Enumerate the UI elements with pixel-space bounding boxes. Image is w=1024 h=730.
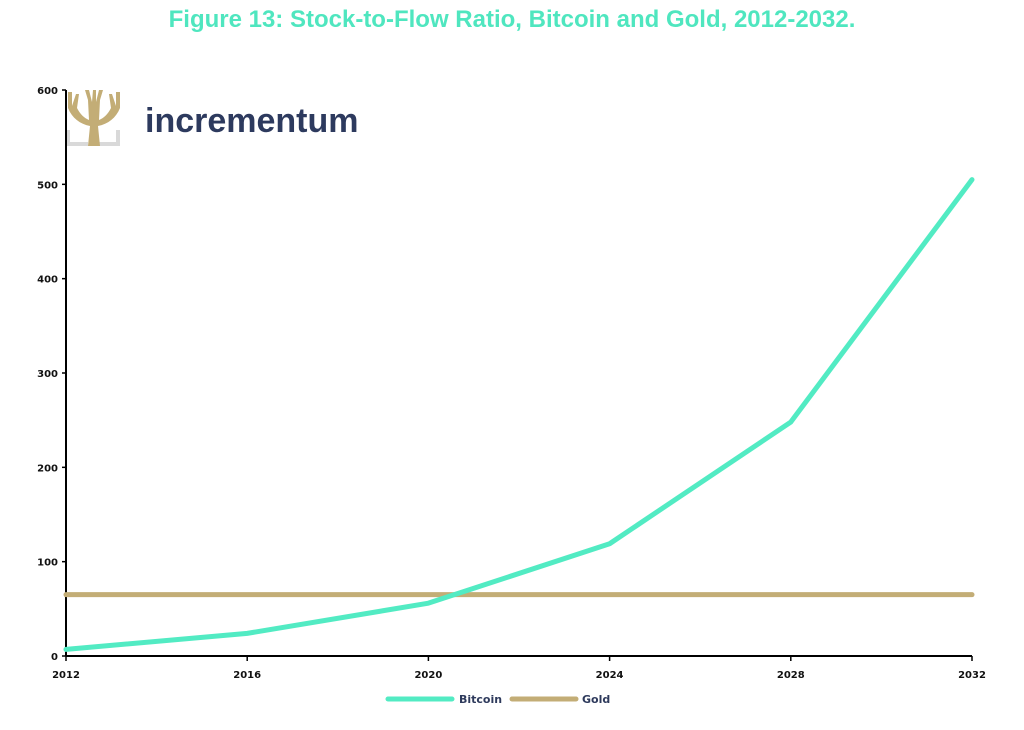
y-tick-label: 300 [37, 369, 58, 380]
x-tick-label: 2016 [233, 670, 261, 681]
x-tick-label: 2020 [414, 670, 442, 681]
x-tick-label: 2028 [777, 670, 805, 681]
series-layer [63, 177, 975, 652]
tree-logo-icon [66, 90, 120, 146]
x-tick-label: 2024 [596, 670, 624, 681]
series-line-bitcoin [63, 177, 975, 652]
legend-label-bitcoin: Bitcoin [459, 693, 502, 706]
y-tick-label: 200 [37, 463, 58, 474]
y-tick-label: 100 [37, 558, 58, 569]
x-tick-label: 2032 [958, 670, 986, 681]
x-tick-label: 2012 [52, 670, 80, 681]
y-tick-label: 600 [37, 86, 58, 97]
y-tick-label: 400 [37, 275, 58, 286]
brand-name: incrementum [145, 102, 359, 140]
y-tick-label: 0 [51, 652, 58, 663]
legend-label-gold: Gold [582, 693, 610, 706]
axes: 0 100 200 300 400 500 600 2012 2016 2020 2024 2028 2… [37, 86, 986, 681]
y-tick-label: 500 [37, 180, 58, 191]
chart-title: Figure 13: Stock-to-Flow Ratio, Bitcoin … [168, 6, 856, 33]
legend: Bitcoin Gold [385, 693, 610, 706]
